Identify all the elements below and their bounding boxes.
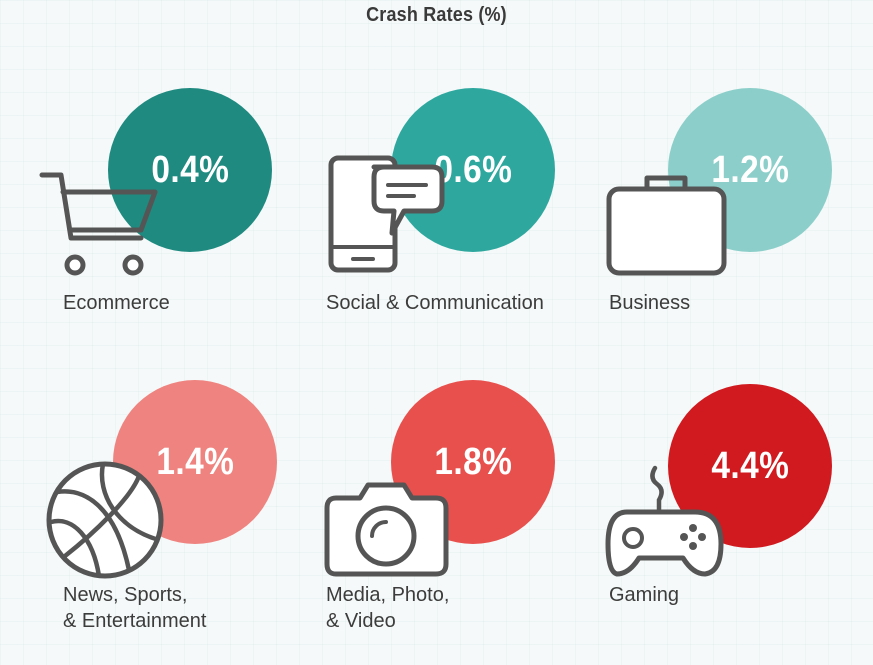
category-tile-media-photo-video: 1.8% Media, Photo, & Video [318,380,588,640]
value-bubble: 0.6% [391,88,555,252]
value-label: 0.6% [434,148,512,191]
category-tile-news-sports-entertainment: 1.4% News, Sports, & Entertainment [35,380,305,640]
basketball-icon [46,461,164,579]
game-controller-icon [605,465,724,577]
category-tile-ecommerce: 0.4% Ecommerce [35,85,305,345]
value-label: 1.4% [156,440,234,483]
chart-title: Crash Rates (%) [366,4,507,26]
category-label: Gaming [609,584,680,606]
smartphone-chat-icon [328,155,445,273]
value-bubble: 0.4% [108,88,272,252]
category-label: Ecommerce [63,292,170,314]
briefcase-icon [606,175,727,276]
category-label: Social & Communication [326,292,544,314]
value-label: 1.2% [711,148,789,191]
value-label: 4.4% [711,444,789,487]
value-label: 0.4% [151,148,229,191]
category-tile-social-communication: 0.6% Social & Communication [318,85,588,345]
value-label: 1.8% [434,440,512,483]
category-tile-business: 1.2% Business [595,85,865,345]
category-label: Business [609,292,691,314]
shopping-cart-icon [39,172,158,276]
category-tile-gaming: 4.4% Gaming [595,380,865,640]
category-label: News, Sports, & Entertainment [63,584,207,632]
category-label: Media, Photo, & Video [326,584,450,632]
camera-icon [324,482,449,577]
